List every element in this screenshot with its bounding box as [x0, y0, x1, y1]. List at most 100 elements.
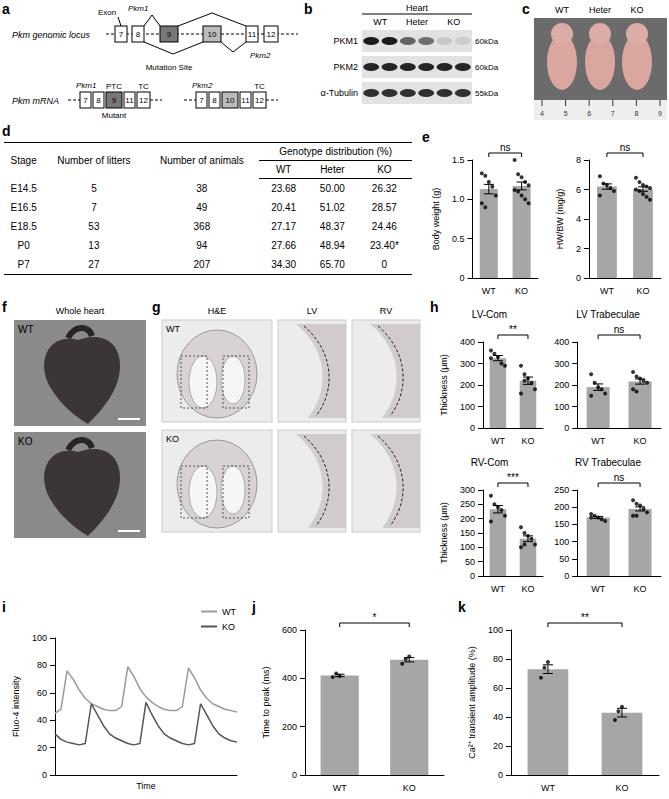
- svg-text:PKM1: PKM1: [333, 36, 358, 46]
- svg-text:100: 100: [460, 402, 475, 412]
- svg-text:PKM2: PKM2: [333, 62, 358, 72]
- svg-text:8: 8: [634, 110, 638, 117]
- svg-text:5: 5: [564, 110, 568, 117]
- svg-text:200: 200: [282, 722, 297, 732]
- svg-text:WT: WT: [482, 286, 496, 296]
- svg-text:20: 20: [37, 743, 47, 753]
- svg-text:12: 12: [139, 96, 148, 105]
- svg-text:7: 7: [83, 96, 88, 105]
- svg-text:KO: KO: [634, 584, 647, 594]
- svg-text:WT: WT: [222, 607, 236, 617]
- svg-text:HW/BW (mg/g): HW/BW (mg/g): [555, 189, 565, 250]
- svg-text:Ca²⁺ transient amplitude (%): Ca²⁺ transient amplitude (%): [467, 646, 477, 759]
- svg-text:Mutation Site: Mutation Site: [146, 63, 193, 72]
- svg-text:100: 100: [460, 542, 475, 552]
- svg-text:1.0: 1.0: [452, 194, 465, 204]
- svg-text:Heter: Heter: [589, 5, 611, 15]
- svg-text:WT: WT: [491, 436, 505, 446]
- svg-text:*: *: [373, 612, 377, 623]
- svg-text:60: 60: [493, 683, 503, 693]
- svg-text:80: 80: [37, 660, 47, 670]
- svg-text:2: 2: [576, 244, 581, 254]
- svg-text:150: 150: [460, 528, 475, 538]
- svg-text:Thickness (μm): Thickness (μm): [439, 502, 449, 564]
- svg-text:Whole heart: Whole heart: [56, 306, 105, 316]
- svg-text:KO: KO: [447, 17, 460, 27]
- svg-text:250: 250: [554, 485, 569, 495]
- svg-text:100: 100: [488, 625, 503, 635]
- svg-text:LV-Com: LV-Com: [472, 309, 507, 320]
- svg-text:WT: WT: [541, 783, 555, 793]
- svg-text:300: 300: [460, 359, 475, 369]
- svg-text:400: 400: [460, 337, 475, 347]
- svg-text:9: 9: [167, 30, 172, 39]
- svg-text:KO: KO: [166, 434, 179, 444]
- svg-text:8: 8: [576, 155, 581, 165]
- svg-text:Time: Time: [136, 781, 156, 791]
- svg-text:100: 100: [554, 402, 569, 412]
- svg-text:9: 9: [658, 110, 662, 117]
- svg-text:TC: TC: [254, 82, 265, 91]
- svg-text:KO: KO: [403, 783, 416, 793]
- svg-text:0: 0: [564, 423, 569, 433]
- svg-text:7: 7: [119, 30, 124, 39]
- svg-text:400: 400: [282, 673, 297, 683]
- svg-text:KO: KO: [636, 286, 649, 296]
- svg-text:60kDa: 60kDa: [475, 37, 499, 46]
- svg-text:WT: WT: [591, 436, 605, 446]
- svg-text:KO: KO: [615, 783, 628, 793]
- svg-text:KO: KO: [521, 436, 534, 446]
- svg-text:11: 11: [241, 96, 250, 105]
- svg-text:Pkm1: Pkm1: [76, 81, 96, 90]
- svg-text:10: 10: [208, 30, 217, 39]
- svg-text:60: 60: [37, 688, 47, 698]
- svg-text:Pkm genomic locus: Pkm genomic locus: [12, 30, 91, 40]
- svg-text:12: 12: [255, 96, 264, 105]
- svg-text:7: 7: [199, 96, 204, 105]
- svg-text:50: 50: [465, 557, 475, 567]
- svg-text:8: 8: [212, 96, 217, 105]
- svg-text:WT: WT: [600, 286, 614, 296]
- svg-text:PTC: PTC: [106, 82, 122, 91]
- svg-text:0: 0: [292, 770, 297, 780]
- svg-text:KO: KO: [634, 436, 647, 446]
- svg-text:Pkm mRNA: Pkm mRNA: [12, 96, 59, 106]
- svg-text:***: ***: [507, 472, 519, 483]
- svg-text:Body weight (g): Body weight (g): [431, 188, 441, 251]
- svg-text:600: 600: [282, 625, 297, 635]
- svg-text:0: 0: [576, 273, 581, 283]
- svg-text:200: 200: [554, 380, 569, 390]
- svg-text:KO: KO: [630, 5, 643, 15]
- svg-text:40: 40: [37, 715, 47, 725]
- svg-text:80: 80: [493, 654, 503, 664]
- svg-text:4: 4: [540, 110, 544, 117]
- svg-text:**: **: [581, 612, 589, 623]
- svg-text:WT: WT: [555, 5, 569, 15]
- svg-text:Mutant: Mutant: [102, 111, 127, 120]
- svg-text:0: 0: [470, 423, 475, 433]
- svg-text:7: 7: [611, 110, 615, 117]
- svg-text:RV-Com: RV-Com: [471, 457, 509, 468]
- svg-text:WT: WT: [373, 17, 387, 27]
- svg-text:8: 8: [96, 96, 101, 105]
- svg-text:55kDa: 55kDa: [475, 89, 499, 98]
- svg-text:12: 12: [267, 30, 276, 39]
- svg-text:1.5: 1.5: [452, 155, 465, 165]
- svg-text:Heart: Heart: [406, 3, 429, 13]
- svg-text:11: 11: [248, 30, 257, 39]
- svg-text:6: 6: [587, 110, 591, 117]
- svg-text:4: 4: [576, 214, 581, 224]
- svg-text:60kDa: 60kDa: [475, 63, 499, 72]
- svg-text:300: 300: [554, 359, 569, 369]
- svg-text:Heter: Heter: [406, 17, 428, 27]
- svg-text:ns: ns: [620, 142, 631, 153]
- svg-text:KO: KO: [521, 584, 534, 594]
- svg-text:Thickness (μm): Thickness (μm): [439, 354, 449, 416]
- svg-text:α-Tubulin: α-Tubulin: [321, 88, 358, 98]
- svg-text:200: 200: [460, 514, 475, 524]
- svg-text:400: 400: [554, 337, 569, 347]
- svg-text:Exon: Exon: [98, 8, 116, 17]
- svg-text:6: 6: [576, 185, 581, 195]
- svg-text:200: 200: [460, 380, 475, 390]
- svg-text:10: 10: [226, 96, 235, 105]
